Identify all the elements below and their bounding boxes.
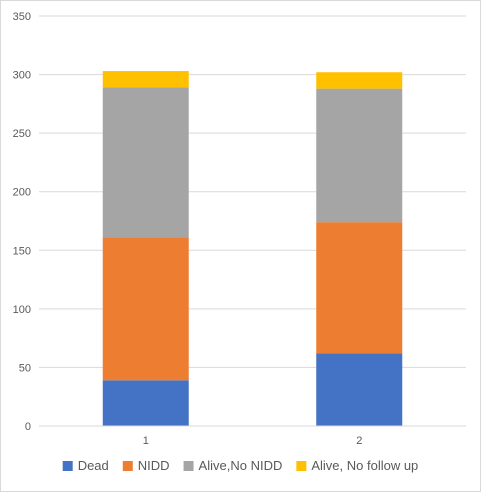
- legend-label-dead: Dead: [78, 458, 109, 473]
- y-tick-label: 0: [25, 421, 31, 433]
- y-tick-label: 350: [13, 11, 31, 23]
- legend-swatch-alive-no-nidd: [183, 461, 194, 471]
- legend: Dead NIDD Alive,No NIDD Alive, No follow up: [62, 458, 418, 473]
- x-tick-label: 2: [356, 435, 362, 447]
- bar-segment-dead-1: [102, 380, 189, 426]
- legend-label-alive-no-follow-up: Alive, No follow up: [311, 458, 418, 473]
- x-tick-label: 1: [143, 435, 149, 447]
- bar-segment-alive-no-follow-up-1: [102, 71, 189, 88]
- y-tick-label: 150: [13, 245, 31, 257]
- legend-swatch-nidd: [122, 461, 133, 471]
- legend-swatch-dead: [62, 461, 73, 471]
- bar-segment-alive-no-follow-up-2: [316, 72, 403, 89]
- legend-label-nidd: NIDD: [138, 458, 170, 473]
- legend-label-alive-no-nidd: Alive,No NIDD: [199, 458, 283, 473]
- y-tick-label: 300: [13, 70, 31, 82]
- bar-segment-alive-no-nidd-1: [102, 87, 189, 238]
- bar-stacks: [102, 71, 403, 426]
- y-tick-label: 250: [13, 128, 31, 140]
- y-tick-label: 50: [19, 362, 31, 374]
- legend-swatch-alive-no-follow-up: [296, 461, 307, 471]
- bar-segment-dead-2: [316, 353, 403, 426]
- y-axis-tick-labels: 0 50 100 150 200 250 300 350: [13, 11, 31, 433]
- bar-segment-nidd-2: [316, 222, 403, 354]
- y-tick-label: 200: [13, 187, 31, 199]
- bar-segment-alive-no-nidd-2: [316, 88, 403, 223]
- bar-segment-nidd-1: [102, 237, 189, 381]
- y-tick-label: 100: [13, 304, 31, 316]
